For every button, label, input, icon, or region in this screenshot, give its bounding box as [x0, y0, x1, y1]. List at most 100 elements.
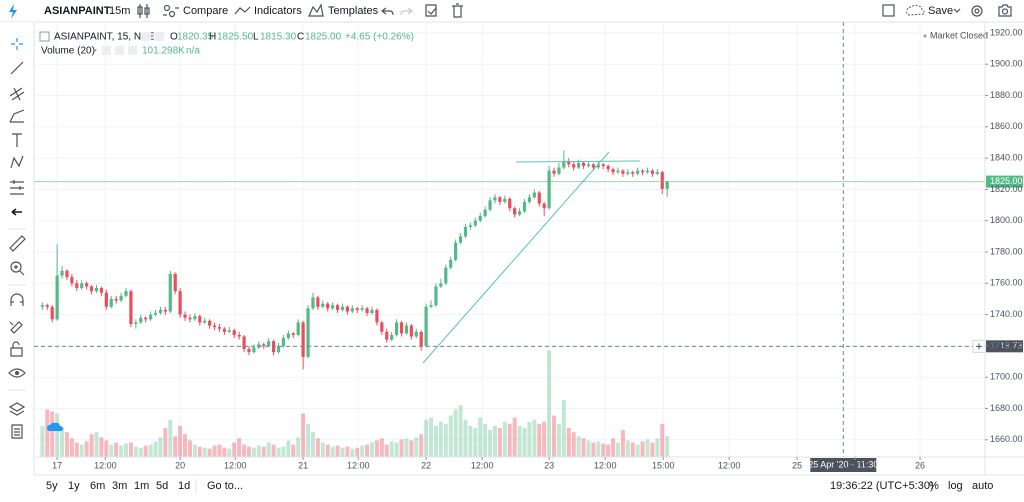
- candle-body: [178, 291, 182, 315]
- zoom-tool[interactable]: [10, 261, 22, 273]
- symbol[interactable]: ASIANPAINT: [44, 5, 111, 17]
- candle-body: [114, 298, 118, 301]
- candle-body: [188, 317, 192, 320]
- volume-bar: [473, 428, 478, 457]
- open-key: O: [170, 32, 178, 43]
- delete-icon[interactable]: [452, 3, 463, 18]
- settings-icon-core: [974, 8, 980, 14]
- range-button[interactable]: 1y: [68, 480, 80, 492]
- range-button[interactable]: 5d: [156, 480, 168, 492]
- save[interactable]: Save: [928, 5, 953, 17]
- range-button[interactable]: 5y: [46, 480, 58, 492]
- volume-bar: [433, 425, 438, 457]
- range-button[interactable]: 1m: [134, 480, 149, 492]
- legend-settings[interactable]: [155, 32, 164, 41]
- cloud-badge[interactable]: [47, 422, 63, 431]
- log-toggle[interactable]: log: [948, 480, 963, 492]
- volume-eye[interactable]: [102, 46, 111, 55]
- volume-bar: [552, 415, 557, 457]
- volume-settings[interactable]: [115, 46, 124, 55]
- candle-body: [168, 273, 172, 312]
- prediction-tool[interactable]: [10, 180, 24, 195]
- visibility-tool[interactable]: [8, 368, 26, 378]
- snapshot-icon[interactable]: [998, 4, 1012, 17]
- interval[interactable]: 15m: [109, 5, 130, 17]
- volume-bar: [143, 445, 148, 457]
- volume-bar: [502, 421, 507, 457]
- candle-body: [429, 305, 433, 307]
- volume-bar: [591, 442, 596, 457]
- crosshair-tool[interactable]: [11, 38, 23, 50]
- percent-toggle[interactable]: %: [929, 480, 939, 492]
- pattern-tool[interactable]: [10, 155, 24, 169]
- redo[interactable]: [400, 7, 413, 16]
- range-button[interactable]: 1d: [178, 480, 190, 492]
- candle-body: [503, 198, 507, 202]
- volume-bar: [99, 437, 104, 457]
- volume-bar: [409, 440, 414, 457]
- object-tree[interactable]: [8, 402, 26, 416]
- compare[interactable]: Compare: [183, 5, 228, 17]
- volume-bar: [601, 443, 606, 457]
- candle-body: [636, 170, 640, 174]
- volume-bar: [660, 423, 665, 457]
- collapse-legend[interactable]: [39, 31, 50, 42]
- range-button[interactable]: 6m: [90, 480, 105, 492]
- volume-bar: [522, 428, 527, 457]
- volume-bar: [576, 436, 581, 457]
- magnet-tool[interactable]: [10, 293, 24, 306]
- layout-icon[interactable]: [882, 4, 895, 17]
- candle-body: [60, 270, 64, 276]
- volume-bar: [453, 409, 458, 457]
- volume-ma: n/a: [186, 46, 200, 57]
- candle-body: [532, 192, 536, 198]
- fib-tool[interactable]: [9, 87, 25, 101]
- auto-toggle[interactable]: auto: [972, 480, 993, 492]
- volume-bar: [256, 445, 261, 457]
- volume-bar: [438, 421, 443, 457]
- volume-bar: [374, 440, 379, 457]
- hide-tools[interactable]: [11, 208, 22, 216]
- candle-body: [404, 325, 409, 334]
- candles-icon[interactable]: [137, 4, 150, 18]
- volume-bar: [424, 419, 429, 457]
- volume-menu[interactable]: [93, 49, 97, 52]
- indicators-icon[interactable]: [234, 6, 251, 15]
- legend-eye[interactable]: [142, 32, 151, 41]
- logo[interactable]: [9, 4, 17, 19]
- undo[interactable]: [381, 7, 394, 16]
- text-tool[interactable]: [12, 133, 22, 147]
- volume-remove[interactable]: [128, 46, 137, 55]
- stay-drawing[interactable]: [9, 321, 23, 334]
- horizontal-line-drawing[interactable]: [515, 160, 641, 163]
- volume-bar: [296, 437, 301, 457]
- settings-icon[interactable]: [971, 5, 983, 17]
- candle-body: [306, 308, 310, 357]
- candle-body: [552, 170, 556, 174]
- volume-bar: [645, 439, 650, 457]
- compare-icon[interactable]: [163, 4, 179, 18]
- candle-body: [463, 226, 468, 237]
- candle-body: [267, 341, 271, 346]
- candle-body: [567, 161, 571, 165]
- templates[interactable]: Templates: [328, 5, 379, 17]
- trend-line-tool[interactable]: [10, 61, 24, 75]
- indicators[interactable]: Indicators: [254, 5, 302, 17]
- confirm-icon[interactable]: [425, 4, 437, 17]
- volume-bar: [251, 447, 256, 457]
- candle-body: [424, 306, 428, 346]
- templates-icon[interactable]: [308, 3, 324, 17]
- volume-bar: [350, 448, 355, 457]
- volume-bar: [40, 425, 45, 457]
- lock-tool[interactable]: [10, 341, 23, 357]
- ruler-tool[interactable]: [9, 235, 26, 252]
- open-value: 1820.35: [177, 32, 214, 43]
- data-window[interactable]: [11, 424, 23, 439]
- y-tick-label: 1740.00: [990, 309, 1023, 319]
- range-button[interactable]: 3m: [112, 480, 127, 492]
- candle-body: [158, 309, 163, 314]
- trend-line-drawing[interactable]: [422, 151, 610, 364]
- brush-tool[interactable]: [9, 109, 25, 123]
- go-to[interactable]: Go to...: [207, 480, 243, 492]
- save-menu[interactable]: [953, 8, 961, 13]
